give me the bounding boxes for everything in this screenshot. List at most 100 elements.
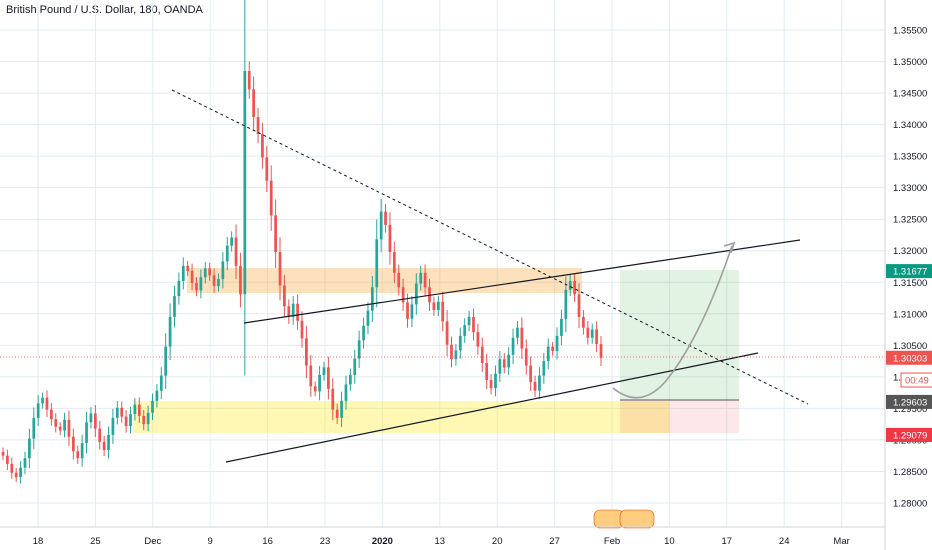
candle-body bbox=[300, 320, 304, 339]
candle-body bbox=[480, 346, 484, 363]
candle-body bbox=[120, 407, 124, 417]
candle-body bbox=[291, 303, 295, 317]
candle-body bbox=[234, 237, 238, 266]
candle-body bbox=[349, 374, 352, 385]
candle-body bbox=[494, 373, 497, 389]
x-tick-label: 17 bbox=[722, 536, 733, 547]
candle-body bbox=[489, 380, 493, 389]
candle-body bbox=[283, 285, 286, 307]
candles bbox=[1, 0, 603, 484]
candle-body bbox=[445, 321, 449, 345]
candle-body bbox=[498, 359, 502, 374]
candle-body bbox=[599, 344, 603, 358]
candle-body bbox=[1, 451, 5, 456]
candle-body bbox=[230, 237, 234, 246]
y-tick-label: 1.28500 bbox=[893, 467, 927, 478]
candle-body bbox=[67, 419, 71, 437]
candle-body bbox=[159, 375, 163, 391]
candle-body bbox=[208, 268, 212, 276]
candle-body bbox=[458, 335, 462, 351]
candle-body bbox=[195, 282, 198, 291]
candle-body bbox=[590, 329, 594, 338]
candle-body bbox=[472, 316, 475, 333]
candle-body bbox=[32, 417, 36, 439]
candle-body bbox=[190, 270, 194, 283]
candle-body bbox=[511, 337, 515, 355]
candle-body bbox=[28, 438, 31, 459]
x-tick-label: Mar bbox=[833, 536, 849, 547]
candle-body bbox=[406, 302, 409, 319]
svg-text:00:49: 00:49 bbox=[905, 376, 929, 387]
candle-body bbox=[124, 416, 128, 427]
candle-body bbox=[10, 463, 14, 473]
candle-body bbox=[256, 117, 260, 135]
candle-body bbox=[252, 89, 255, 118]
candle-body bbox=[551, 346, 554, 352]
candle-body bbox=[388, 224, 392, 252]
svg-text:1.30303: 1.30303 bbox=[893, 353, 927, 364]
candle-body bbox=[538, 375, 541, 391]
candle-body bbox=[410, 304, 414, 319]
candle-body bbox=[217, 279, 220, 287]
candle-body bbox=[199, 277, 203, 291]
candle-body bbox=[36, 403, 40, 418]
candle-body bbox=[502, 359, 506, 368]
candle-body bbox=[137, 404, 141, 416]
y-tick-label: 1.31000 bbox=[893, 309, 927, 320]
candle-body bbox=[520, 327, 524, 349]
candle-body bbox=[85, 422, 88, 444]
x-tick-label: 13 bbox=[435, 536, 446, 547]
candle-body bbox=[322, 367, 326, 375]
candle-body bbox=[269, 180, 273, 216]
candle-body bbox=[362, 325, 365, 341]
candle-body bbox=[485, 362, 489, 381]
candle-body bbox=[560, 318, 563, 336]
zones bbox=[133, 268, 739, 433]
candle-body bbox=[546, 346, 550, 362]
y-tick-label: 1.33500 bbox=[893, 152, 927, 163]
candle-body bbox=[164, 346, 168, 376]
candle-body bbox=[14, 472, 18, 478]
y-tick-label: 1.28000 bbox=[893, 499, 927, 510]
y-tick-label: 1.35500 bbox=[893, 26, 927, 37]
candle-body bbox=[98, 428, 102, 442]
candle-body bbox=[80, 443, 84, 459]
candle-body bbox=[265, 157, 269, 181]
time-axis[interactable]: 18 25 Dec 9 16 23 2020 13 20 27 Feb 10 17 24 Mar bbox=[33, 536, 850, 547]
y-tick-label: 1.30500 bbox=[893, 341, 927, 352]
target-zone bbox=[620, 270, 739, 400]
calendar-badge[interactable] bbox=[593, 509, 655, 529]
x-tick-label: 2020 bbox=[372, 536, 393, 547]
projection-arrowhead bbox=[723, 241, 736, 254]
candle-body bbox=[76, 451, 80, 459]
candle-body bbox=[327, 367, 330, 389]
y-tick-label: 1.31500 bbox=[893, 278, 927, 289]
candle-body bbox=[19, 467, 22, 478]
x-tick-label: Dec bbox=[144, 536, 161, 547]
candle-body bbox=[318, 374, 321, 392]
candle-body bbox=[533, 381, 537, 391]
candle-body bbox=[177, 281, 181, 297]
candle-body bbox=[476, 332, 480, 347]
candle-body bbox=[524, 348, 528, 366]
candle-body bbox=[467, 316, 471, 326]
y-tick-label: 1.34500 bbox=[893, 89, 927, 100]
candle-body bbox=[577, 294, 581, 317]
candle-body bbox=[582, 316, 585, 328]
candle-body bbox=[542, 361, 546, 376]
candle-body bbox=[516, 327, 519, 338]
svg-text:1.29603: 1.29603 bbox=[893, 397, 927, 408]
candle-body bbox=[111, 417, 115, 435]
candle-body bbox=[168, 316, 172, 347]
candle-body bbox=[595, 329, 598, 345]
candle-body bbox=[151, 400, 154, 413]
y-tick-label: 1.33000 bbox=[893, 183, 927, 194]
y-tick-label: 1.29500 bbox=[893, 404, 927, 415]
candle-body bbox=[586, 327, 590, 338]
price-label-entry: 1.29603 bbox=[886, 394, 932, 409]
x-tick-label: 9 bbox=[208, 536, 213, 547]
candle-body bbox=[441, 301, 445, 322]
candle-body bbox=[50, 409, 53, 420]
candle-body bbox=[41, 397, 44, 404]
